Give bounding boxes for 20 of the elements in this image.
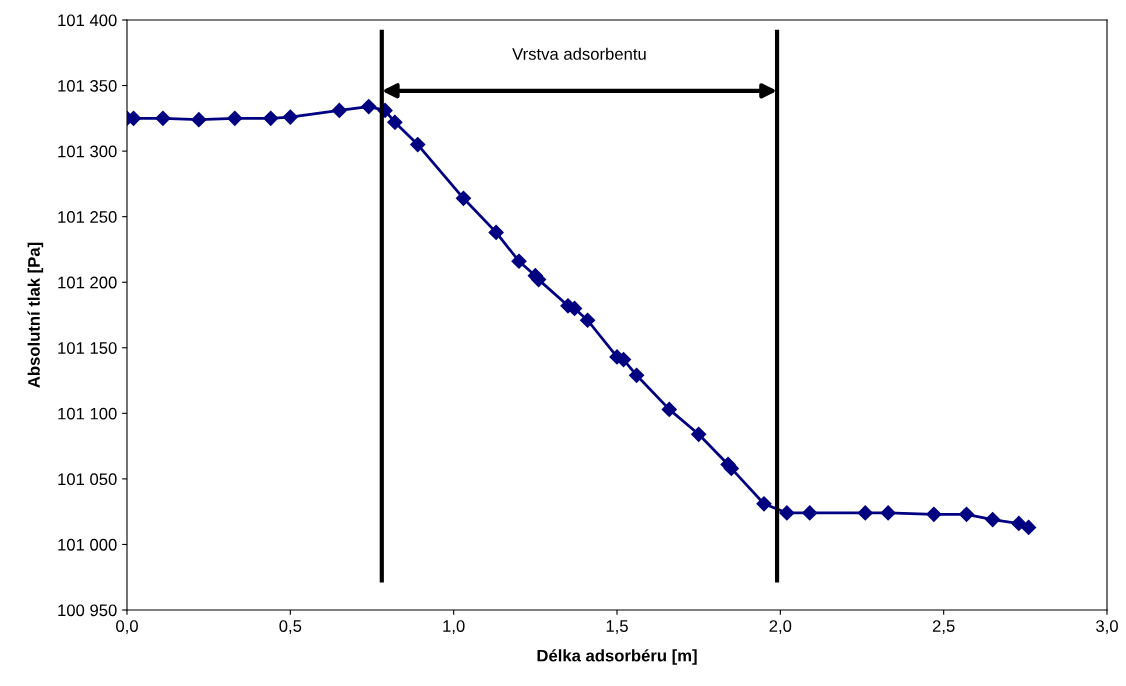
x-tick-label: 0,5	[279, 620, 302, 634]
y-tick-label: 101 100	[58, 407, 117, 420]
x-tick-label: 2,0	[769, 620, 792, 634]
y-tick-label: 101 350	[58, 79, 117, 92]
y-tick-label: 100 950	[58, 604, 117, 617]
y-tick-label: 101 250	[58, 211, 117, 223]
x-tick-label: 1,5	[606, 620, 628, 634]
y-tick-label: 101 000	[58, 538, 117, 551]
y-axis-title: Absolutní tlak [Pa]	[27, 242, 44, 388]
x-tick-label: 2,5	[932, 620, 955, 634]
y-tick-label: 101 300	[58, 145, 117, 158]
y-tick-label: 101 050	[58, 473, 117, 486]
x-tick-label: 1,0	[443, 620, 465, 634]
y-tick-label: 101 200	[58, 276, 117, 289]
annotation: Vrstva adsorbentu	[512, 47, 646, 60]
y-tick-label: 101 150	[58, 342, 117, 354]
x-tick-label: 3,0	[1096, 620, 1118, 634]
x-tick-label: 0,0	[116, 620, 138, 634]
x-axis-title: Délka adsorbéru [m]	[537, 649, 697, 665]
y-tick-label: 101 400	[58, 14, 117, 27]
